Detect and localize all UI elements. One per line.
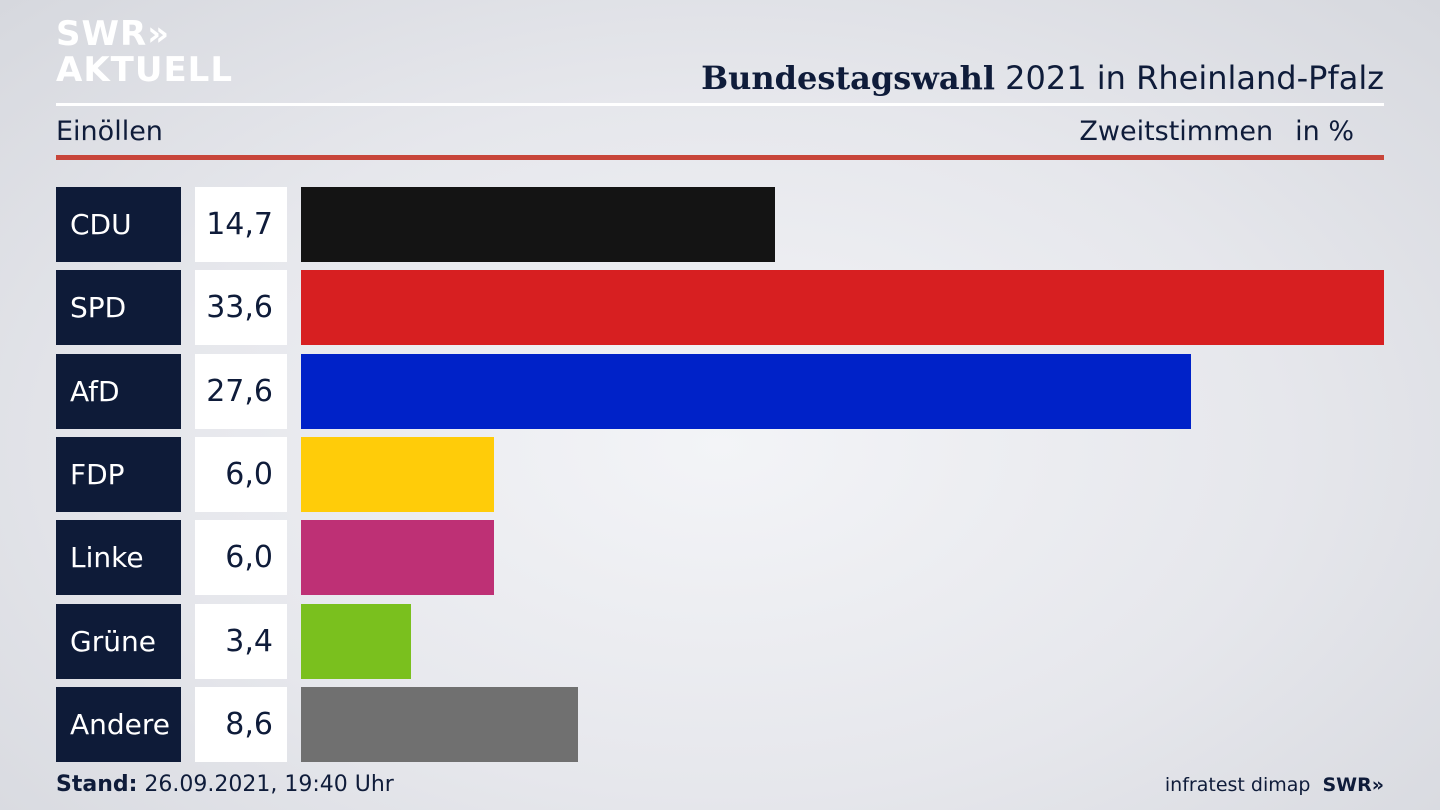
timestamp: Stand: 26.09.2021, 19:40 Uhr	[56, 770, 394, 800]
party-label: Linke	[56, 520, 181, 595]
vote-type-label: Zweitstimmen	[1079, 116, 1274, 147]
value-label: 6,0	[195, 437, 287, 512]
value-label: 6,0	[195, 520, 287, 595]
party-label: SPD	[56, 270, 181, 345]
party-label: CDU	[56, 187, 181, 262]
bar	[301, 687, 578, 762]
bar-row: AfD 27,6	[56, 354, 1384, 429]
source-label: infratest dimap	[1164, 774, 1311, 796]
header-divider	[56, 103, 1384, 106]
bar-row: FDP 6,0	[56, 437, 1384, 512]
value-label: 14,7	[195, 187, 287, 262]
title-rest: 2021 in Rheinland-Pfalz	[995, 59, 1384, 97]
bar-row: Andere 8,6	[56, 687, 1384, 762]
logo-line-2: AKTUELL	[56, 50, 234, 90]
value-label: 33,6	[195, 270, 287, 345]
vote-type-header: Zweitstimmen in %	[1079, 114, 1354, 150]
logo-line-1: SWR»	[56, 14, 171, 54]
bar	[301, 604, 411, 679]
title-bold: Bundestagswahl	[701, 59, 995, 97]
source-credit: infratest dimap SWR»	[1165, 772, 1384, 798]
bar	[301, 270, 1384, 345]
stand-label: Stand:	[56, 772, 138, 797]
region-label: Einöllen	[56, 116, 163, 147]
stand-value: 26.09.2021, 19:40 Uhr	[137, 772, 394, 797]
bar	[301, 437, 494, 512]
bar	[301, 520, 494, 595]
swr-brand-logo: SWR»	[1322, 774, 1384, 796]
value-label: 27,6	[195, 354, 287, 429]
party-label: FDP	[56, 437, 181, 512]
party-label: AfD	[56, 354, 181, 429]
bar-row: Linke 6,0	[56, 520, 1384, 595]
swr-aktuell-logo: SWR» AKTUELL	[56, 14, 232, 92]
party-label: Andere	[56, 687, 181, 762]
bar	[301, 187, 775, 262]
value-label: 8,6	[195, 687, 287, 762]
accent-divider	[56, 155, 1384, 160]
bar-row: CDU 14,7	[56, 187, 1384, 262]
bar-row: Grüne 3,4	[56, 604, 1384, 679]
unit-label: in %	[1295, 116, 1354, 147]
bar	[301, 354, 1191, 429]
chart-title: Bundestagswahl 2021 in Rheinland-Pfalz	[701, 58, 1384, 98]
party-label: Grüne	[56, 604, 181, 679]
bar-row: SPD 33,6	[56, 270, 1384, 345]
value-label: 3,4	[195, 604, 287, 679]
